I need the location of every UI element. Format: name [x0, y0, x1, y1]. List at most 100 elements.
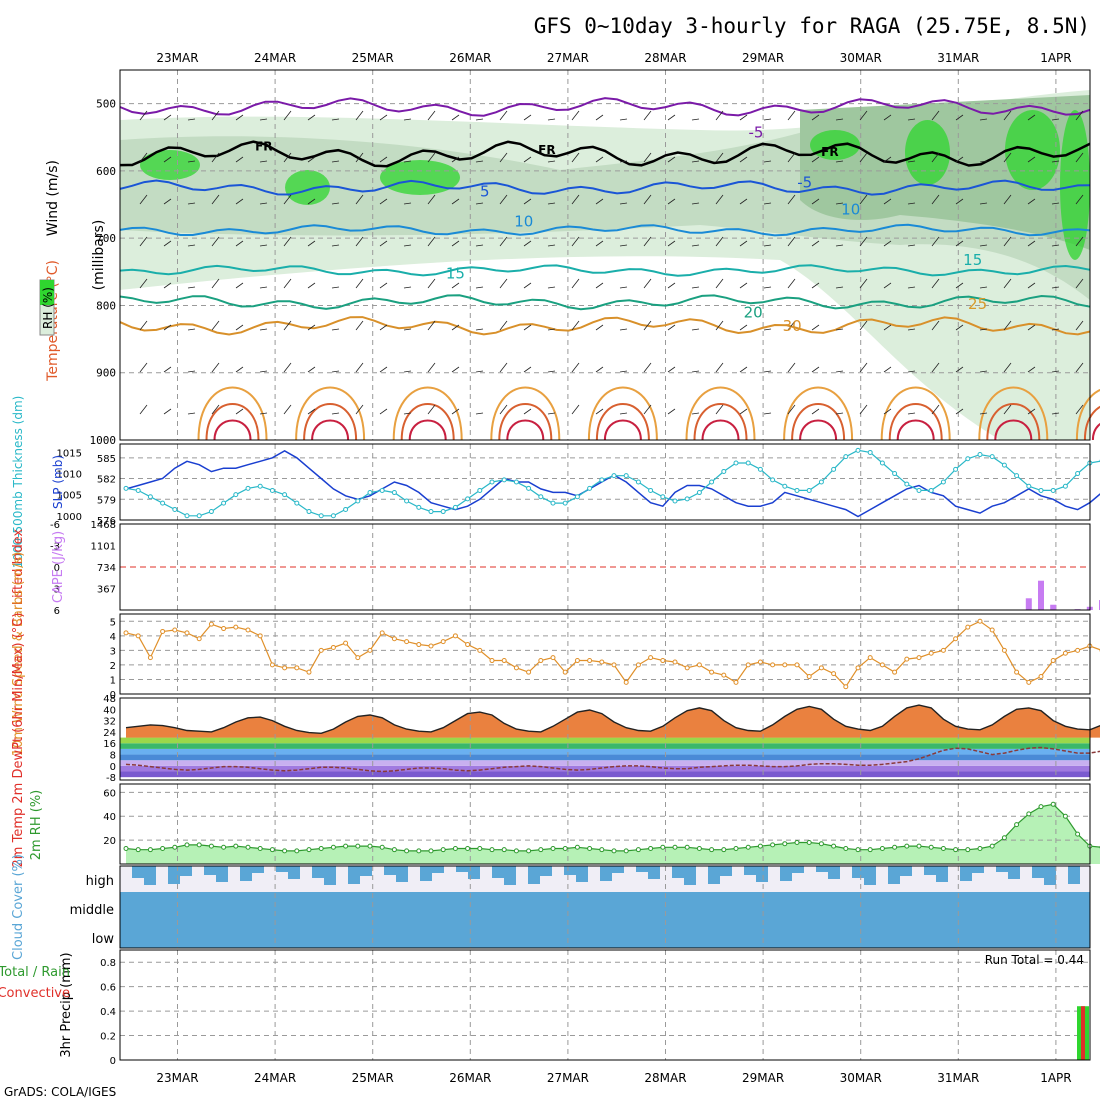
- rh-point: [404, 848, 410, 854]
- date-label-top: 25MAR: [352, 51, 394, 65]
- wind-barb: [979, 286, 988, 289]
- wind-barb: [859, 362, 868, 373]
- pressure-tick-label: 600: [96, 165, 116, 178]
- precip-tick-label: 0.4: [100, 1007, 116, 1018]
- wind-barb: [883, 198, 892, 205]
- cloud-high-bar: [924, 866, 936, 875]
- slp-point: [855, 447, 861, 453]
- wind-speed-point: [587, 658, 593, 664]
- slp-point: [343, 506, 349, 512]
- wind-barb: [811, 282, 820, 289]
- rh-point: [135, 847, 141, 853]
- wind-barb: [1051, 328, 1060, 331]
- cloud-high-bar: [384, 866, 396, 875]
- slp-point: [953, 466, 959, 472]
- wind-barb: [355, 404, 364, 415]
- wind-barb: [235, 114, 244, 121]
- wind-barb: [715, 194, 724, 205]
- cloud-high-bar: [132, 866, 144, 878]
- wind-barb: [547, 244, 556, 247]
- rh-point: [940, 845, 946, 851]
- slp-tick-label: 1005: [57, 491, 82, 502]
- warm-lobe-contour: [295, 386, 366, 441]
- wind-barb: [187, 328, 196, 331]
- warm-lobe-contour: [603, 419, 642, 441]
- wind-barb: [691, 412, 700, 415]
- cape-bar: [1038, 580, 1044, 610]
- wind-speed-point: [184, 630, 190, 636]
- cloud-high-bar: [348, 866, 360, 884]
- precip-legend-total: Total / Rain: [0, 965, 70, 980]
- rh-point: [611, 848, 617, 854]
- isotherm-label: 10: [841, 201, 860, 219]
- xsec-frame: [119, 69, 1091, 441]
- wind-barb: [835, 412, 844, 415]
- wind-barb: [907, 160, 916, 163]
- temperature-band: [120, 771, 1090, 778]
- cloud-high-bar: [612, 866, 624, 873]
- wind-barb: [427, 152, 436, 163]
- wind-speed-point: [123, 630, 129, 636]
- wind-barb: [835, 160, 844, 163]
- wind-barb: [955, 114, 964, 121]
- wind-barb: [163, 156, 172, 163]
- wind-barb: [187, 412, 196, 415]
- wind-barb: [1075, 404, 1084, 415]
- cape-ylabel: CAPE (J/kg): [51, 531, 66, 603]
- wind-barb: [355, 152, 364, 163]
- warm-lobe-contour: [213, 419, 252, 441]
- dewpoint-line: [125, 746, 1100, 773]
- wind-speed-point: [977, 618, 983, 624]
- rh-tick-label: 40: [103, 812, 116, 823]
- temp-tick-label: 16: [103, 739, 116, 750]
- rh-point: [684, 844, 690, 850]
- rh-point: [831, 843, 837, 849]
- wind-barb: [1051, 160, 1060, 163]
- wind-barb: [907, 370, 916, 373]
- wind-barb: [619, 118, 628, 121]
- slp-point: [221, 500, 227, 506]
- wind-barb: [139, 404, 148, 415]
- wind-barb: [859, 404, 868, 415]
- temperature-band: [120, 754, 1090, 761]
- wind-speed-point: [196, 636, 202, 642]
- wind-speed-point: [696, 662, 702, 668]
- slp-point: [745, 460, 751, 466]
- slp-point: [294, 500, 300, 506]
- wind-barb: [211, 152, 220, 163]
- cape-frame: [119, 523, 1091, 611]
- slp-tick-label: 1010: [57, 470, 82, 481]
- wind-barb: [595, 114, 604, 121]
- rh-point: [318, 845, 324, 851]
- wind-barb: [475, 412, 484, 415]
- wind-barb: [259, 118, 268, 121]
- rh-point: [892, 844, 898, 850]
- rh-point: [379, 844, 385, 850]
- wind-barb: [571, 320, 580, 331]
- wind-speed-point: [879, 662, 885, 668]
- wind-barb: [571, 278, 580, 289]
- wind-speed-point: [208, 621, 214, 627]
- wind-tick-label: 5: [110, 617, 116, 628]
- temp-tick-label: 32: [103, 717, 116, 728]
- wind-speed-point: [1014, 669, 1020, 675]
- date-label-top: 26MAR: [449, 51, 491, 65]
- wind-speed-point: [721, 672, 727, 678]
- isotherm-label: 15: [446, 265, 465, 283]
- slp-point: [611, 473, 617, 479]
- wind-barb: [451, 282, 460, 289]
- wind-barb: [451, 156, 460, 163]
- rh-area: [126, 804, 1100, 864]
- wind-barb: [451, 198, 460, 205]
- wind-barb: [307, 282, 316, 289]
- wind-barb: [787, 152, 796, 163]
- slp-point: [379, 487, 385, 493]
- rh-point: [587, 845, 593, 851]
- wind-barb: [331, 370, 340, 373]
- wind-barb: [715, 110, 724, 121]
- cloud-middle-low: [120, 892, 1090, 948]
- wind-barb: [355, 362, 364, 373]
- wind-barb: [499, 404, 508, 415]
- isotherm-label: 5: [480, 182, 490, 200]
